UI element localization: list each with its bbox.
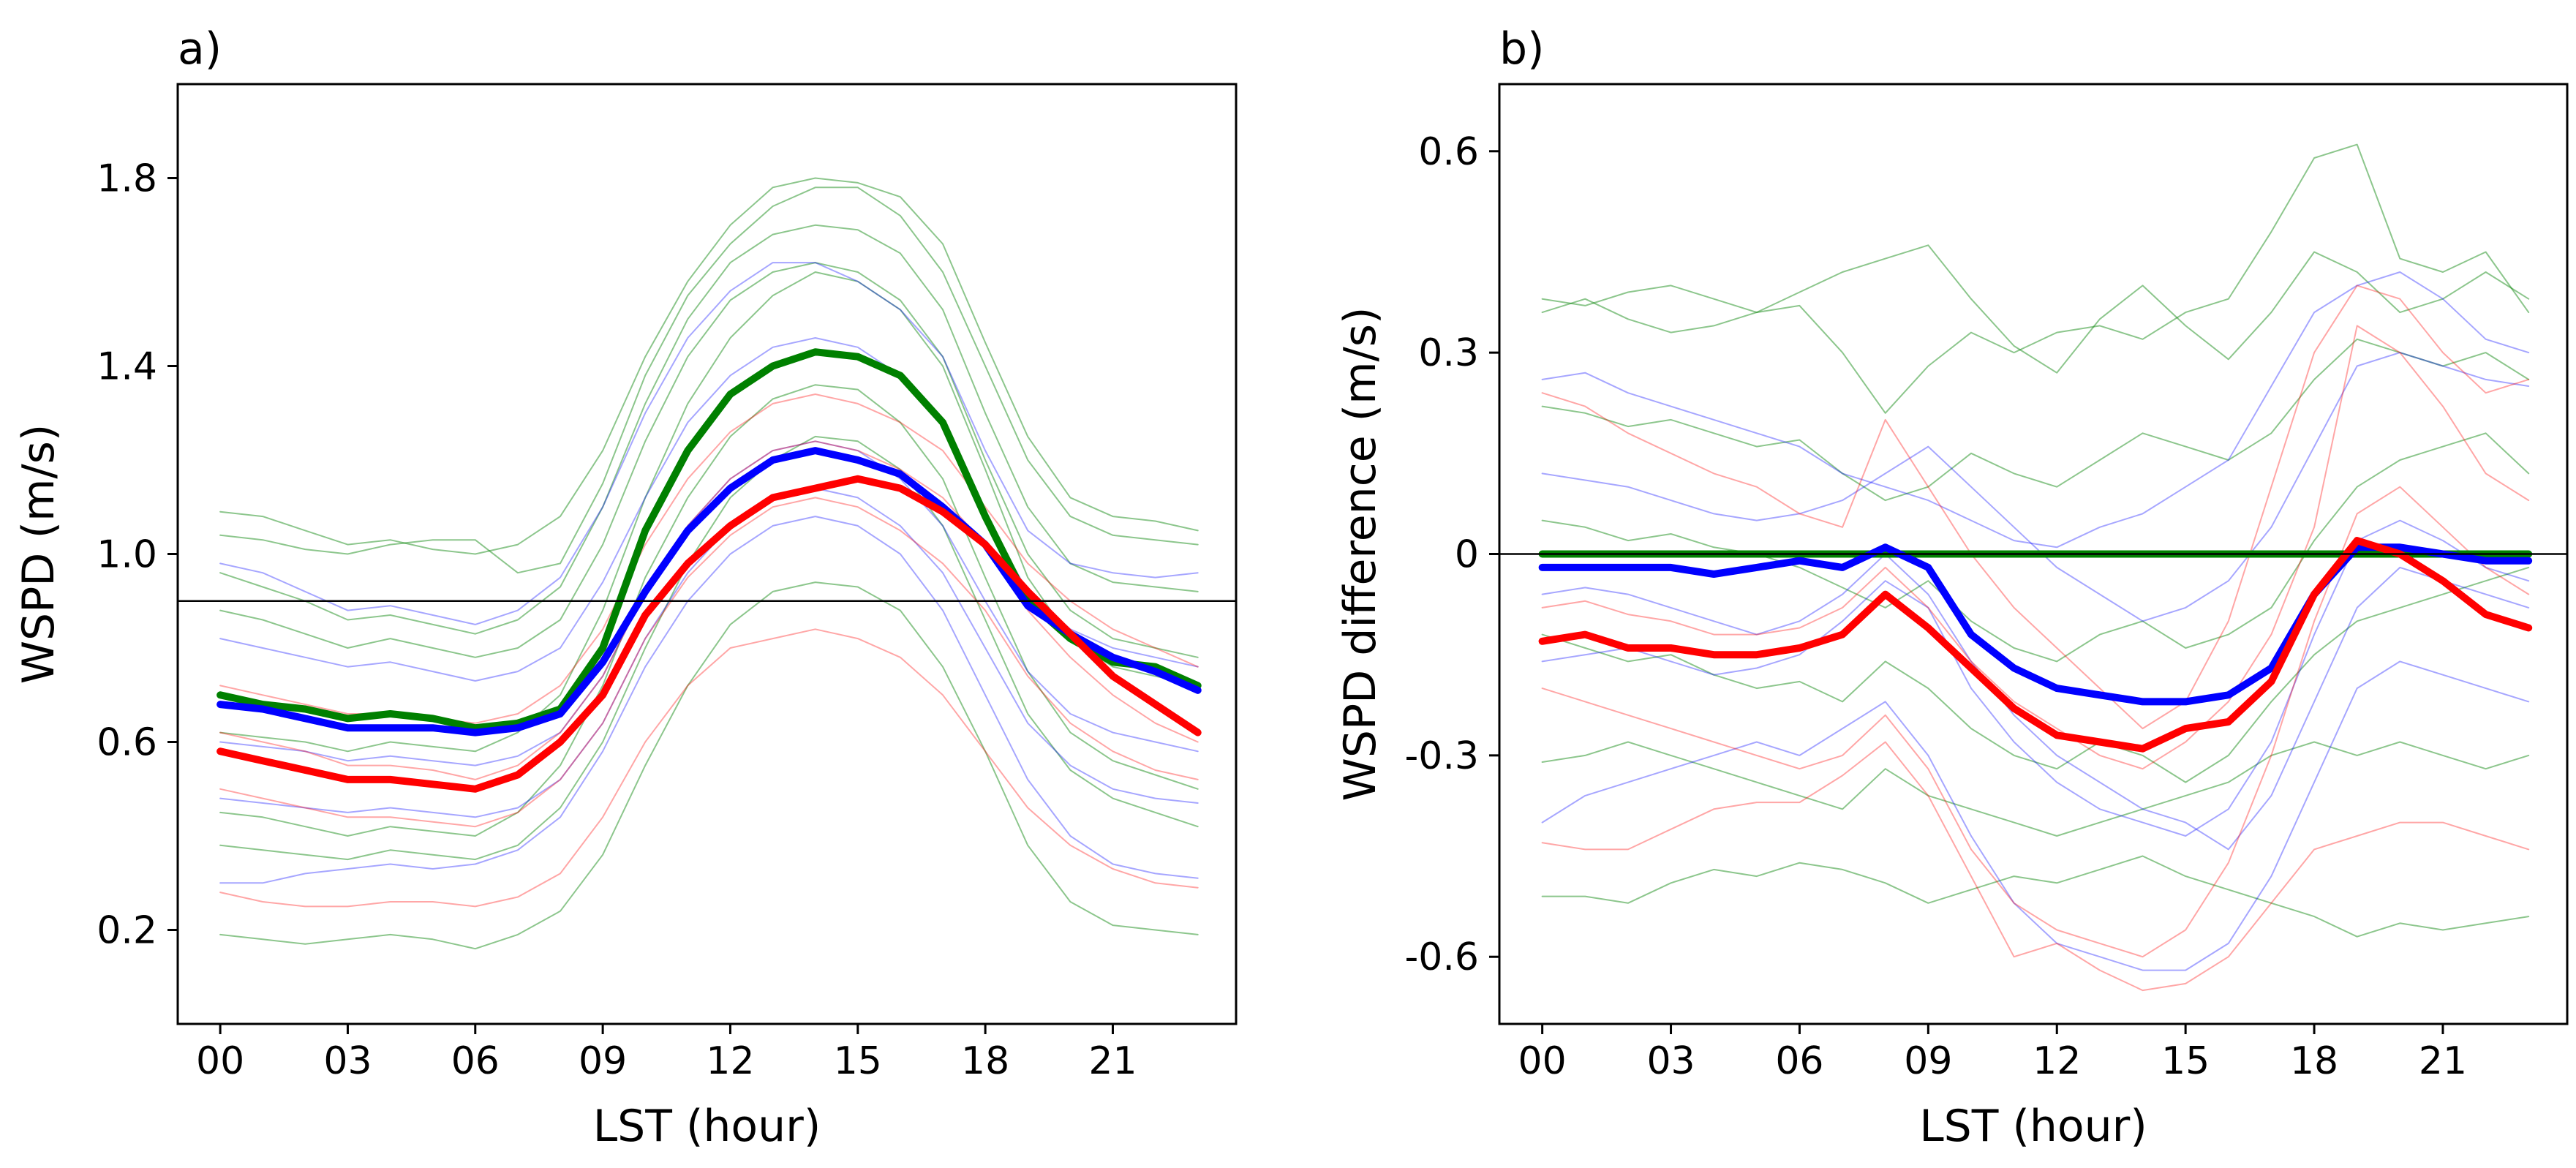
panel-a-series-green-member-1 xyxy=(219,177,1199,555)
panel-a-axes-frame xyxy=(176,83,1238,1025)
panel-a-series-blue-member-1 xyxy=(219,262,1199,625)
panel-a-series-blue-member-5 xyxy=(219,516,1199,884)
panel-a-series-blue-member-3 xyxy=(219,440,1199,766)
panel-b-series-green-member-4 xyxy=(1541,432,2530,663)
panel-b-ytick-label: -0.6 xyxy=(1405,935,1479,979)
panel-b-series-green-member-1 xyxy=(1541,143,2530,414)
panel-a-series-green-member-2 xyxy=(219,186,1199,574)
panel-a-label: a) xyxy=(178,23,222,75)
panel-b-xtick-label: 21 xyxy=(2419,1039,2467,1083)
panel-b-series-red-member-1 xyxy=(1541,741,2530,992)
panel-a-xtick-label: 15 xyxy=(834,1039,882,1083)
panel-b-series-blue-member-2 xyxy=(1541,352,2530,622)
panel-b-xtick-label: 18 xyxy=(2290,1039,2338,1083)
panel-a-xtick-label: 03 xyxy=(323,1039,372,1083)
panel-b-label: b) xyxy=(1499,23,1545,75)
panel-b-series-red-mean xyxy=(1538,537,2533,753)
panel-a-ytick-label: 0.6 xyxy=(97,721,157,765)
panel-a: 00 03 06 09 12 15 18 21 0.2 0.6 1.0 1.4 1.8 LST (hour… xyxy=(13,23,1238,1152)
panel-b-xtick-label: 15 xyxy=(2161,1039,2210,1083)
panel-b-ytick-label: -0.3 xyxy=(1405,734,1479,778)
panel-a-series-green-member-8 xyxy=(219,262,1199,658)
panel-b-series-green-member-7 xyxy=(1541,855,2530,938)
panel-a-series-red-mean xyxy=(216,475,1202,793)
panel-b-series-blue-member-4 xyxy=(1541,660,2530,971)
panel-a-series-green-member-6 xyxy=(219,435,1199,861)
panel-a-series-green-member-4 xyxy=(219,271,1199,753)
panel-a-ytick-label: 0.2 xyxy=(97,909,157,953)
panel-b-series-green-member-3 xyxy=(1541,338,2530,502)
panel-b-ytick-label: 0 xyxy=(1455,533,1479,577)
panel-b-xtick-label: 09 xyxy=(1904,1039,1952,1083)
panel-a-series-red-member-1 xyxy=(219,628,1199,908)
panel-b-series-green-member-5 xyxy=(1541,566,2530,783)
panel-a-xtick-label: 18 xyxy=(961,1039,1009,1083)
panel-b-series-red-member-4 xyxy=(1541,325,2530,770)
panel-b-series-blue-member-3 xyxy=(1541,519,2530,837)
panel-a-series-green-member-7 xyxy=(219,581,1199,950)
panel-b-ytick-label: 0.3 xyxy=(1418,331,1479,375)
panel-a-xlabel: LST (hour) xyxy=(593,1101,821,1152)
panel-b-ylabel: WSPD difference (m/s) xyxy=(1335,307,1386,802)
panel-b-plot-area xyxy=(1538,143,2533,992)
panel-a-series-red-member-4 xyxy=(219,440,1199,780)
panel-a-series-blue-mean xyxy=(216,447,1202,736)
panel-b-series-green-member-2 xyxy=(1541,244,2530,374)
panel-b-series-red-member-2 xyxy=(1541,285,2530,730)
panel-b-xtick-label: 12 xyxy=(2033,1039,2081,1083)
panel-b-xlabel: LST (hour) xyxy=(1919,1101,2147,1152)
panel-b-xtick-label: 00 xyxy=(1518,1039,1567,1083)
panel-a-series-red-member-2 xyxy=(219,497,1199,828)
panel-a-xtick-label: 12 xyxy=(706,1039,754,1083)
panel-b-xtick-label: 06 xyxy=(1775,1039,1823,1083)
panel-b-series-red-member-3 xyxy=(1541,486,2530,958)
panel-b-xtick-label: 03 xyxy=(1646,1039,1695,1083)
panel-b-series-blue-member-5 xyxy=(1541,553,2530,851)
panel-a-series-green-member-3 xyxy=(219,224,1199,635)
panel-a-plot-area xyxy=(216,177,1202,950)
panel-b-ytick-label: 0.6 xyxy=(1418,130,1479,174)
panel-a-xtick-label: 00 xyxy=(196,1039,244,1083)
panel-b: 00 03 06 09 12 15 18 21 -0.6 -0.3 0 0.3 0.6 LST (hour… xyxy=(1335,23,2569,1152)
panel-a-series-green-member-5 xyxy=(219,384,1199,837)
panel-a-xtick-label: 09 xyxy=(579,1039,627,1083)
panel-a-ytick-label: 1.0 xyxy=(97,533,157,577)
panel-b-series-green-member-6 xyxy=(1541,741,2530,837)
panel-a-xtick-label: 21 xyxy=(1088,1039,1137,1083)
panel-a-ytick-label: 1.4 xyxy=(97,345,157,389)
panel-a-ytick-label: 1.8 xyxy=(97,157,157,201)
panel-b-series-blue-mean xyxy=(1538,543,2533,706)
panel-a-series-red-member-3 xyxy=(219,393,1199,724)
panel-a-xtick-label: 06 xyxy=(451,1039,500,1083)
panel-a-ylabel: WSPD (m/s) xyxy=(13,424,64,685)
panel-b-series-blue-member-1 xyxy=(1541,271,2530,549)
